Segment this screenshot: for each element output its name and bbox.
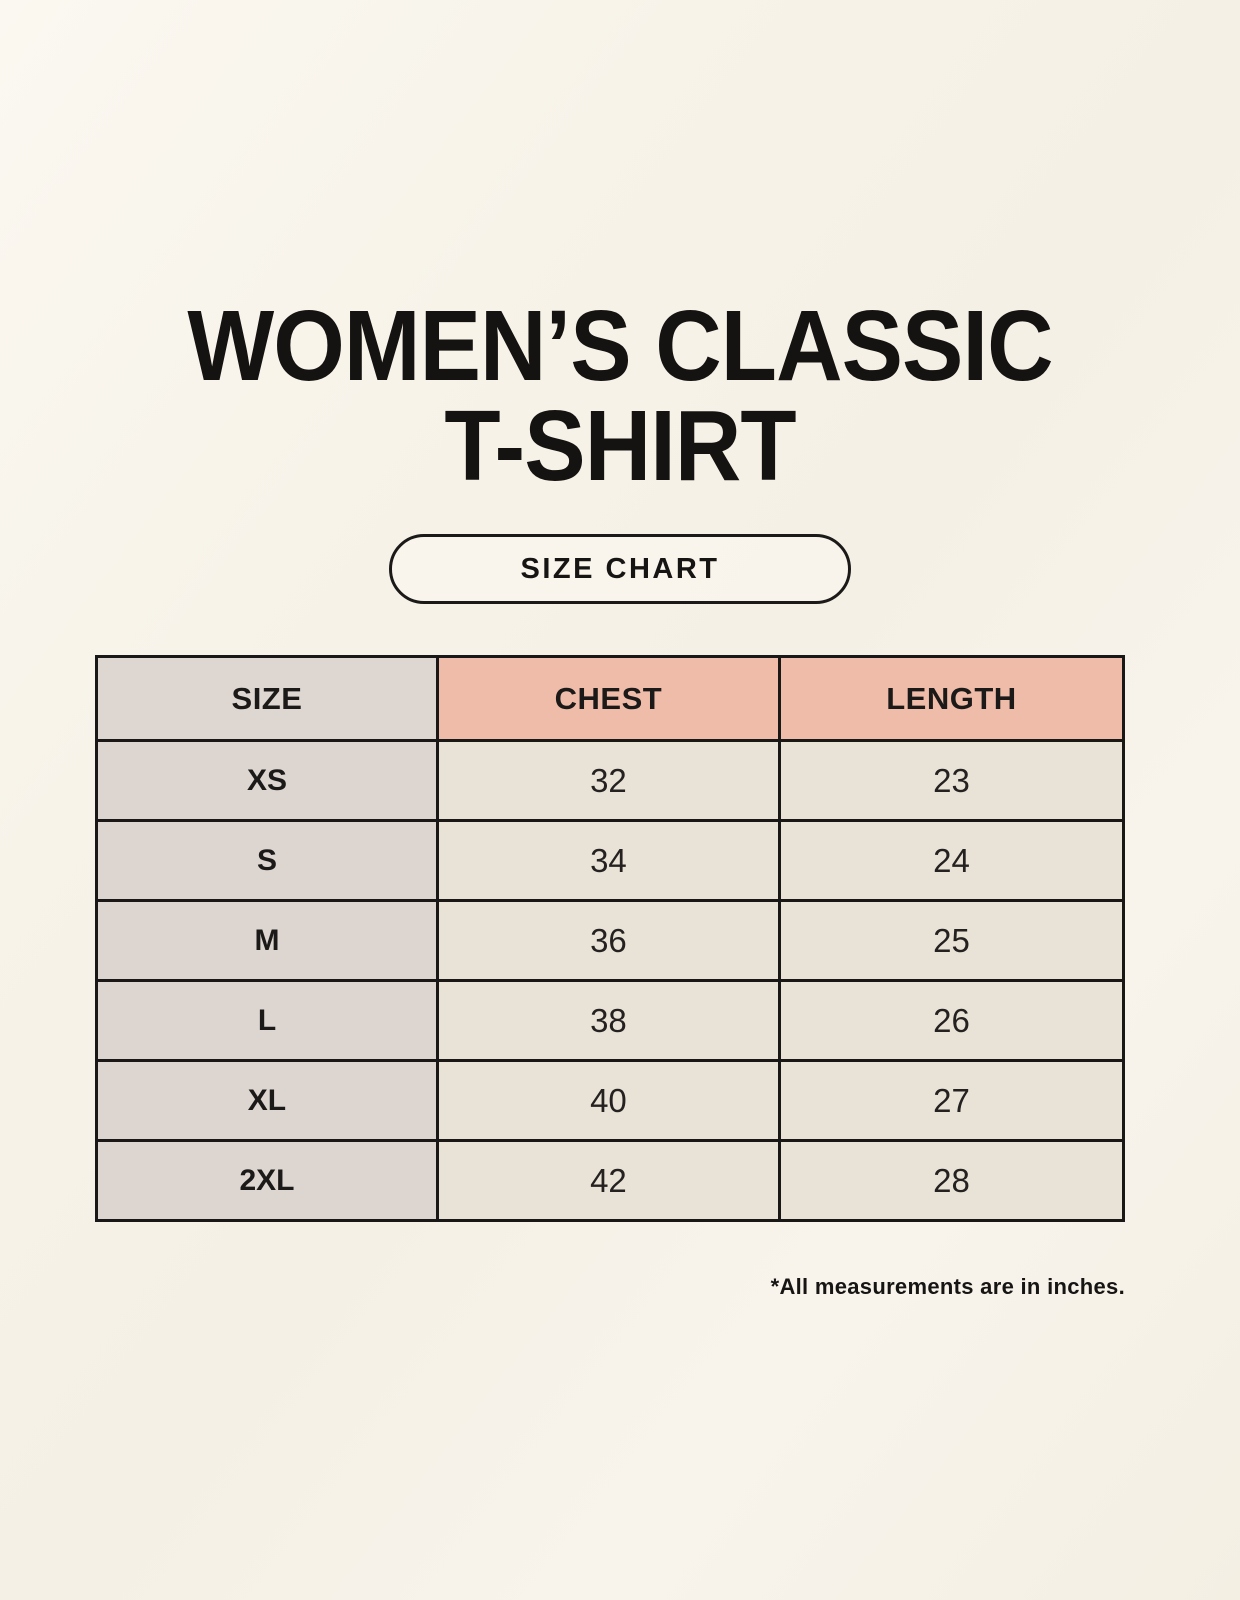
chest-cell: 42 xyxy=(435,1139,781,1222)
table-row: XL 40 27 xyxy=(95,1059,1126,1142)
column-header-length: LENGTH xyxy=(777,655,1126,742)
length-cell: 27 xyxy=(777,1059,1126,1142)
size-cell: XL xyxy=(95,1059,439,1142)
chest-cell: 36 xyxy=(435,899,781,982)
page-title: WOMEN’S CLASSIC T-SHIRT xyxy=(50,296,1191,496)
measurements-footnote: *All measurements are in inches. xyxy=(770,1274,1125,1299)
table-row: S 34 24 xyxy=(95,819,1126,902)
length-cell: 28 xyxy=(777,1139,1126,1222)
size-cell: 2XL xyxy=(95,1139,439,1222)
column-header-size: SIZE xyxy=(95,655,439,742)
chest-cell: 34 xyxy=(435,819,781,902)
table-row: L 38 26 xyxy=(95,979,1126,1062)
column-header-chest: CHEST xyxy=(435,655,781,742)
size-cell: S xyxy=(95,819,439,902)
size-cell: L xyxy=(95,979,439,1062)
length-cell: 26 xyxy=(777,979,1126,1062)
size-cell: XS xyxy=(95,739,439,822)
chest-cell: 32 xyxy=(435,739,781,822)
chest-cell: 38 xyxy=(435,979,781,1062)
table-row: XS 32 23 xyxy=(95,739,1126,822)
size-table: SIZE CHEST LENGTH XS 32 23 S 34 24 M 36 … xyxy=(95,655,1126,1222)
size-chart-button[interactable]: SIZE CHART xyxy=(389,534,851,604)
table-header-row: SIZE CHEST LENGTH xyxy=(95,655,1126,742)
size-cell: M xyxy=(95,899,439,982)
table-row: 2XL 42 28 xyxy=(95,1139,1126,1222)
length-cell: 24 xyxy=(777,819,1126,902)
length-cell: 23 xyxy=(777,739,1126,822)
page-title-line-2: T-SHIRT xyxy=(444,390,796,502)
table-row: M 36 25 xyxy=(95,899,1126,982)
page-title-line-1: WOMEN’S CLASSIC xyxy=(187,290,1053,402)
size-chart-button-label: SIZE CHART xyxy=(520,552,720,585)
length-cell: 25 xyxy=(777,899,1126,982)
chest-cell: 40 xyxy=(435,1059,781,1142)
